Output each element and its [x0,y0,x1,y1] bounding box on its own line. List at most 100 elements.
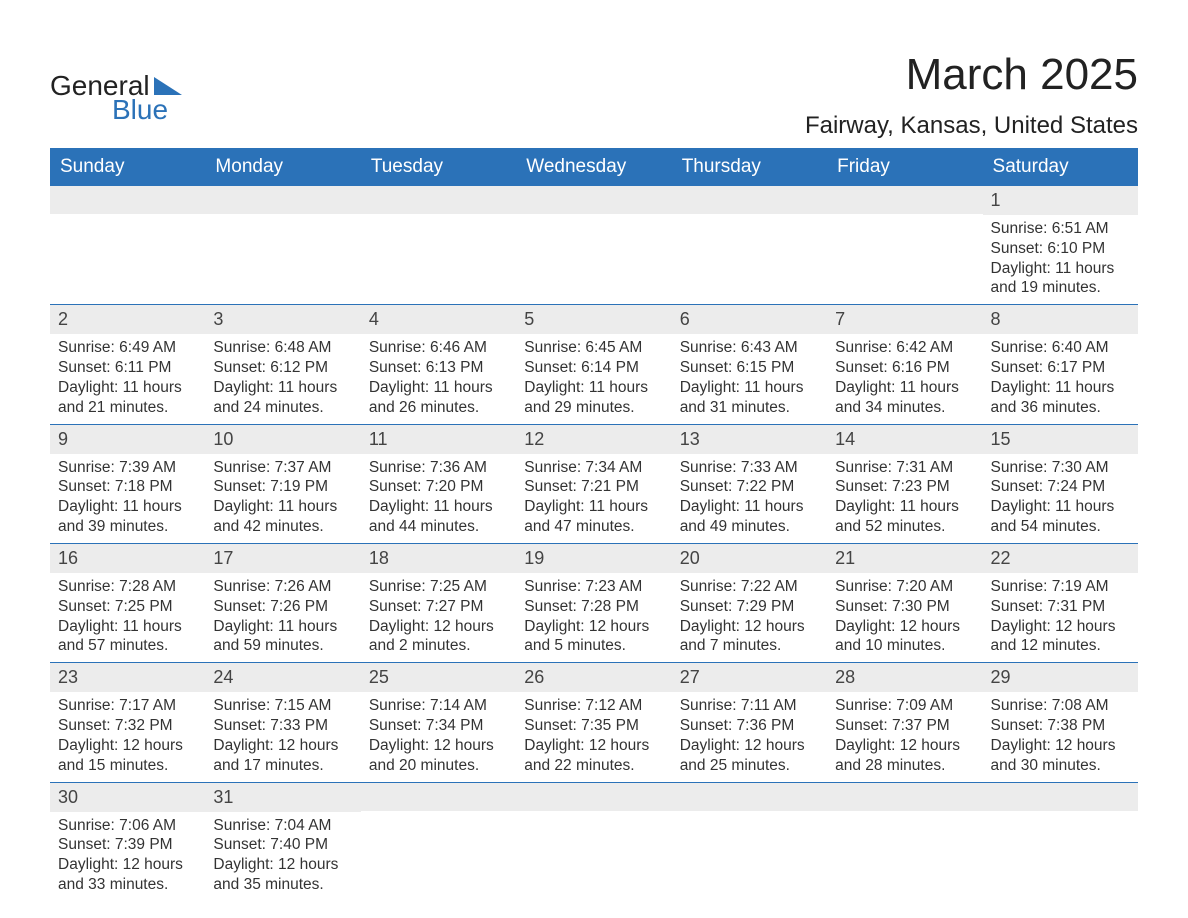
calendar-cell: 10Sunrise: 7:37 AMSunset: 7:19 PMDayligh… [205,425,360,543]
sunset-line: Sunset: 7:25 PM [58,597,197,617]
sunrise-line: Sunrise: 7:17 AM [58,696,197,716]
sunrise-line: Sunrise: 7:04 AM [213,816,352,836]
calendar-cell: 24Sunrise: 7:15 AMSunset: 7:33 PMDayligh… [205,663,360,781]
calendar-cell: 29Sunrise: 7:08 AMSunset: 7:38 PMDayligh… [983,663,1138,781]
sunrise-line: Sunrise: 7:09 AM [835,696,974,716]
sunset-line: Sunset: 6:15 PM [680,358,819,378]
daylight-line: Daylight: 11 hours and 49 minutes. [680,497,819,537]
sunset-line: Sunset: 7:23 PM [835,477,974,497]
daylight-line: Daylight: 11 hours and 52 minutes. [835,497,974,537]
daylight-line: Daylight: 12 hours and 35 minutes. [213,855,352,895]
sunset-line: Sunset: 6:16 PM [835,358,974,378]
sunset-line: Sunset: 7:27 PM [369,597,508,617]
empty-day-number [672,783,827,811]
day-number: 10 [205,425,360,454]
calendar-cell: 2Sunrise: 6:49 AMSunset: 6:11 PMDaylight… [50,305,205,423]
day-number: 13 [672,425,827,454]
daylight-line: Daylight: 12 hours and 22 minutes. [524,736,663,776]
day-number: 18 [361,544,516,573]
sunrise-line: Sunrise: 6:49 AM [58,338,197,358]
day-number: 8 [983,305,1138,334]
sunset-line: Sunset: 7:38 PM [991,716,1130,736]
day-number: 7 [827,305,982,334]
sunset-line: Sunset: 7:26 PM [213,597,352,617]
day-body: Sunrise: 7:25 AMSunset: 7:27 PMDaylight:… [361,573,516,662]
daylight-line: Daylight: 12 hours and 28 minutes. [835,736,974,776]
sunset-line: Sunset: 7:31 PM [991,597,1130,617]
weekday-header: Thursday [672,148,827,186]
sunrise-line: Sunrise: 7:11 AM [680,696,819,716]
weeks-container: 1Sunrise: 6:51 AMSunset: 6:10 PMDaylight… [50,186,1138,901]
sunrise-line: Sunrise: 7:08 AM [991,696,1130,716]
calendar-cell: 19Sunrise: 7:23 AMSunset: 7:28 PMDayligh… [516,544,671,662]
empty-day-number [50,186,205,214]
calendar-cell [50,186,205,304]
title-block: March 2025 Fairway, Kansas, United State… [805,50,1138,140]
calendar-cell: 25Sunrise: 7:14 AMSunset: 7:34 PMDayligh… [361,663,516,781]
sunset-line: Sunset: 7:37 PM [835,716,974,736]
empty-day-number [516,783,671,811]
weekday-header-row: Sunday Monday Tuesday Wednesday Thursday… [50,148,1138,186]
day-body: Sunrise: 7:36 AMSunset: 7:20 PMDaylight:… [361,454,516,543]
day-number: 3 [205,305,360,334]
calendar-cell [827,186,982,304]
day-number: 9 [50,425,205,454]
day-body: Sunrise: 6:42 AMSunset: 6:16 PMDaylight:… [827,334,982,423]
day-number: 19 [516,544,671,573]
sunset-line: Sunset: 7:19 PM [213,477,352,497]
day-number: 22 [983,544,1138,573]
day-body: Sunrise: 7:15 AMSunset: 7:33 PMDaylight:… [205,692,360,781]
empty-day-number [361,186,516,214]
daylight-line: Daylight: 12 hours and 12 minutes. [991,617,1130,657]
calendar-cell: 9Sunrise: 7:39 AMSunset: 7:18 PMDaylight… [50,425,205,543]
sunrise-line: Sunrise: 7:15 AM [213,696,352,716]
day-body: Sunrise: 6:49 AMSunset: 6:11 PMDaylight:… [50,334,205,423]
day-number: 24 [205,663,360,692]
calendar: Sunday Monday Tuesday Wednesday Thursday… [50,148,1138,901]
calendar-cell: 14Sunrise: 7:31 AMSunset: 7:23 PMDayligh… [827,425,982,543]
sunrise-line: Sunrise: 7:31 AM [835,458,974,478]
day-number: 15 [983,425,1138,454]
calendar-cell: 30Sunrise: 7:06 AMSunset: 7:39 PMDayligh… [50,783,205,901]
day-body: Sunrise: 6:40 AMSunset: 6:17 PMDaylight:… [983,334,1138,423]
calendar-cell: 20Sunrise: 7:22 AMSunset: 7:29 PMDayligh… [672,544,827,662]
sunset-line: Sunset: 7:28 PM [524,597,663,617]
sunrise-line: Sunrise: 7:36 AM [369,458,508,478]
sunrise-line: Sunrise: 7:37 AM [213,458,352,478]
daylight-line: Daylight: 12 hours and 15 minutes. [58,736,197,776]
sunset-line: Sunset: 7:20 PM [369,477,508,497]
sunset-line: Sunset: 6:14 PM [524,358,663,378]
daylight-line: Daylight: 11 hours and 19 minutes. [991,259,1130,299]
sunrise-line: Sunrise: 6:40 AM [991,338,1130,358]
day-number: 23 [50,663,205,692]
sunrise-line: Sunrise: 6:48 AM [213,338,352,358]
sunset-line: Sunset: 7:30 PM [835,597,974,617]
daylight-line: Daylight: 12 hours and 33 minutes. [58,855,197,895]
sunrise-line: Sunrise: 7:34 AM [524,458,663,478]
day-number: 30 [50,783,205,812]
day-number: 20 [672,544,827,573]
calendar-cell: 3Sunrise: 6:48 AMSunset: 6:12 PMDaylight… [205,305,360,423]
day-body: Sunrise: 7:09 AMSunset: 7:37 PMDaylight:… [827,692,982,781]
day-number: 4 [361,305,516,334]
day-body: Sunrise: 7:34 AMSunset: 7:21 PMDaylight:… [516,454,671,543]
empty-day-number [672,186,827,214]
daylight-line: Daylight: 12 hours and 5 minutes. [524,617,663,657]
daylight-line: Daylight: 12 hours and 2 minutes. [369,617,508,657]
calendar-cell: 17Sunrise: 7:26 AMSunset: 7:26 PMDayligh… [205,544,360,662]
day-number: 29 [983,663,1138,692]
sunrise-line: Sunrise: 7:06 AM [58,816,197,836]
sunset-line: Sunset: 7:40 PM [213,835,352,855]
sunrise-line: Sunrise: 7:22 AM [680,577,819,597]
sunrise-line: Sunrise: 7:33 AM [680,458,819,478]
day-number: 16 [50,544,205,573]
calendar-week: 16Sunrise: 7:28 AMSunset: 7:25 PMDayligh… [50,543,1138,662]
page-header: General Blue March 2025 Fairway, Kansas,… [50,50,1138,140]
sunrise-line: Sunrise: 6:46 AM [369,338,508,358]
sunrise-line: Sunrise: 6:51 AM [991,219,1130,239]
day-number: 28 [827,663,982,692]
daylight-line: Daylight: 11 hours and 47 minutes. [524,497,663,537]
calendar-cell: 12Sunrise: 7:34 AMSunset: 7:21 PMDayligh… [516,425,671,543]
calendar-cell [361,783,516,901]
sunrise-line: Sunrise: 7:12 AM [524,696,663,716]
